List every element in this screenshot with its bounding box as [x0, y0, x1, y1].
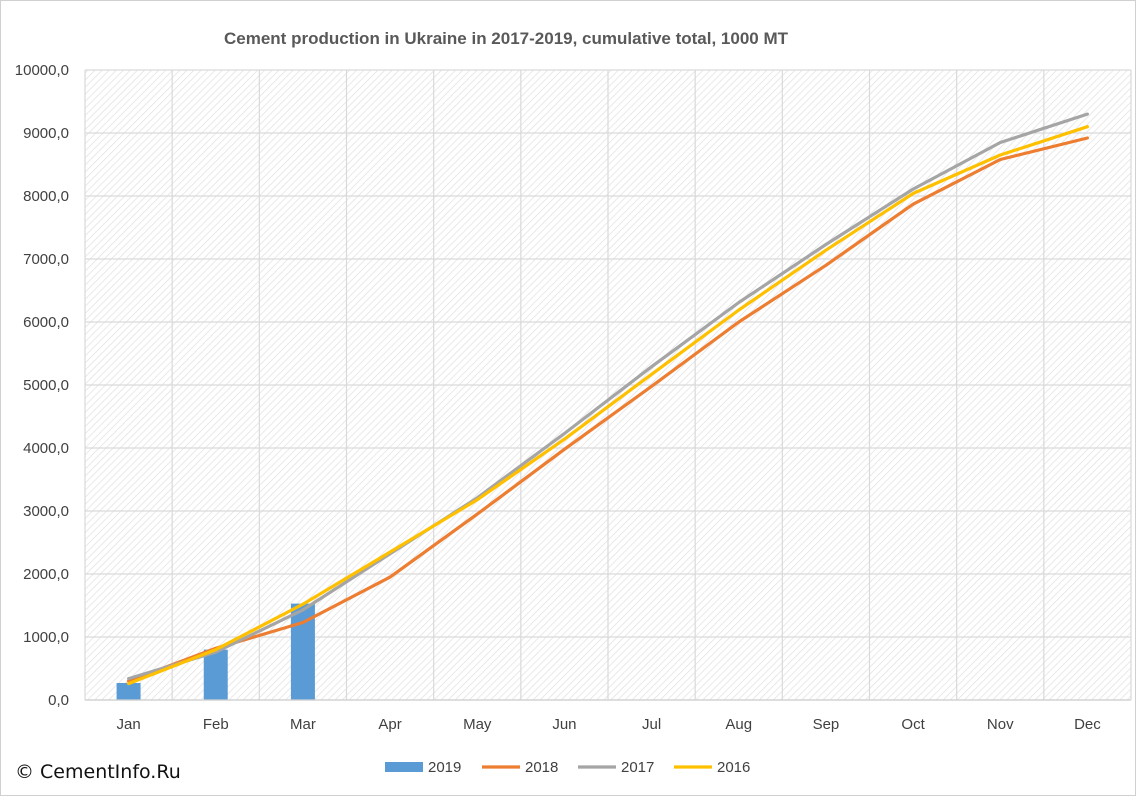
x-tick-label: Jul — [642, 716, 661, 733]
y-tick-label: 5000,0 — [23, 377, 69, 394]
x-tick-label: Apr — [378, 716, 401, 733]
y-tick-label: 2000,0 — [23, 566, 69, 583]
y-tick-label: 0,0 — [48, 692, 69, 709]
x-tick-label: Dec — [1074, 716, 1101, 733]
y-tick-label: 3000,0 — [23, 503, 69, 520]
x-tick-label: Aug — [725, 716, 752, 733]
legend-label-2019: 2019 — [428, 759, 461, 776]
x-tick-label: Nov — [987, 716, 1014, 733]
y-tick-label: 8000,0 — [23, 188, 69, 205]
x-tick-label: May — [463, 716, 492, 733]
legend-label-2018: 2018 — [525, 759, 558, 776]
y-tick-label: 9000,0 — [23, 125, 69, 142]
x-tick-label: Jan — [116, 716, 140, 733]
x-tick-label: Jun — [552, 716, 576, 733]
y-tick-label: 1000,0 — [23, 629, 69, 646]
bar-2019 — [203, 649, 228, 700]
y-tick-label: 6000,0 — [23, 314, 69, 331]
x-tick-label: Feb — [203, 716, 229, 733]
legend-label-2017: 2017 — [621, 759, 654, 776]
y-tick-label: 10000,0 — [15, 62, 69, 79]
x-tick-label: Sep — [813, 716, 840, 733]
line-series-2016 — [126, 125, 1090, 686]
watermark-text: © CementInfo.Ru — [15, 761, 181, 783]
x-tick-label: Mar — [290, 716, 316, 733]
line-series-2018 — [126, 136, 1090, 683]
bar-2019 — [116, 682, 141, 700]
legend-label-2016: 2016 — [717, 759, 750, 776]
x-tick-label: Oct — [901, 716, 925, 733]
chart-title: Cement production in Ukraine in 2017-201… — [224, 29, 789, 48]
y-tick-label: 4000,0 — [23, 440, 69, 457]
line-series-2017 — [126, 112, 1090, 681]
legend-swatch-2019 — [385, 762, 423, 772]
y-tick-label: 7000,0 — [23, 251, 69, 268]
